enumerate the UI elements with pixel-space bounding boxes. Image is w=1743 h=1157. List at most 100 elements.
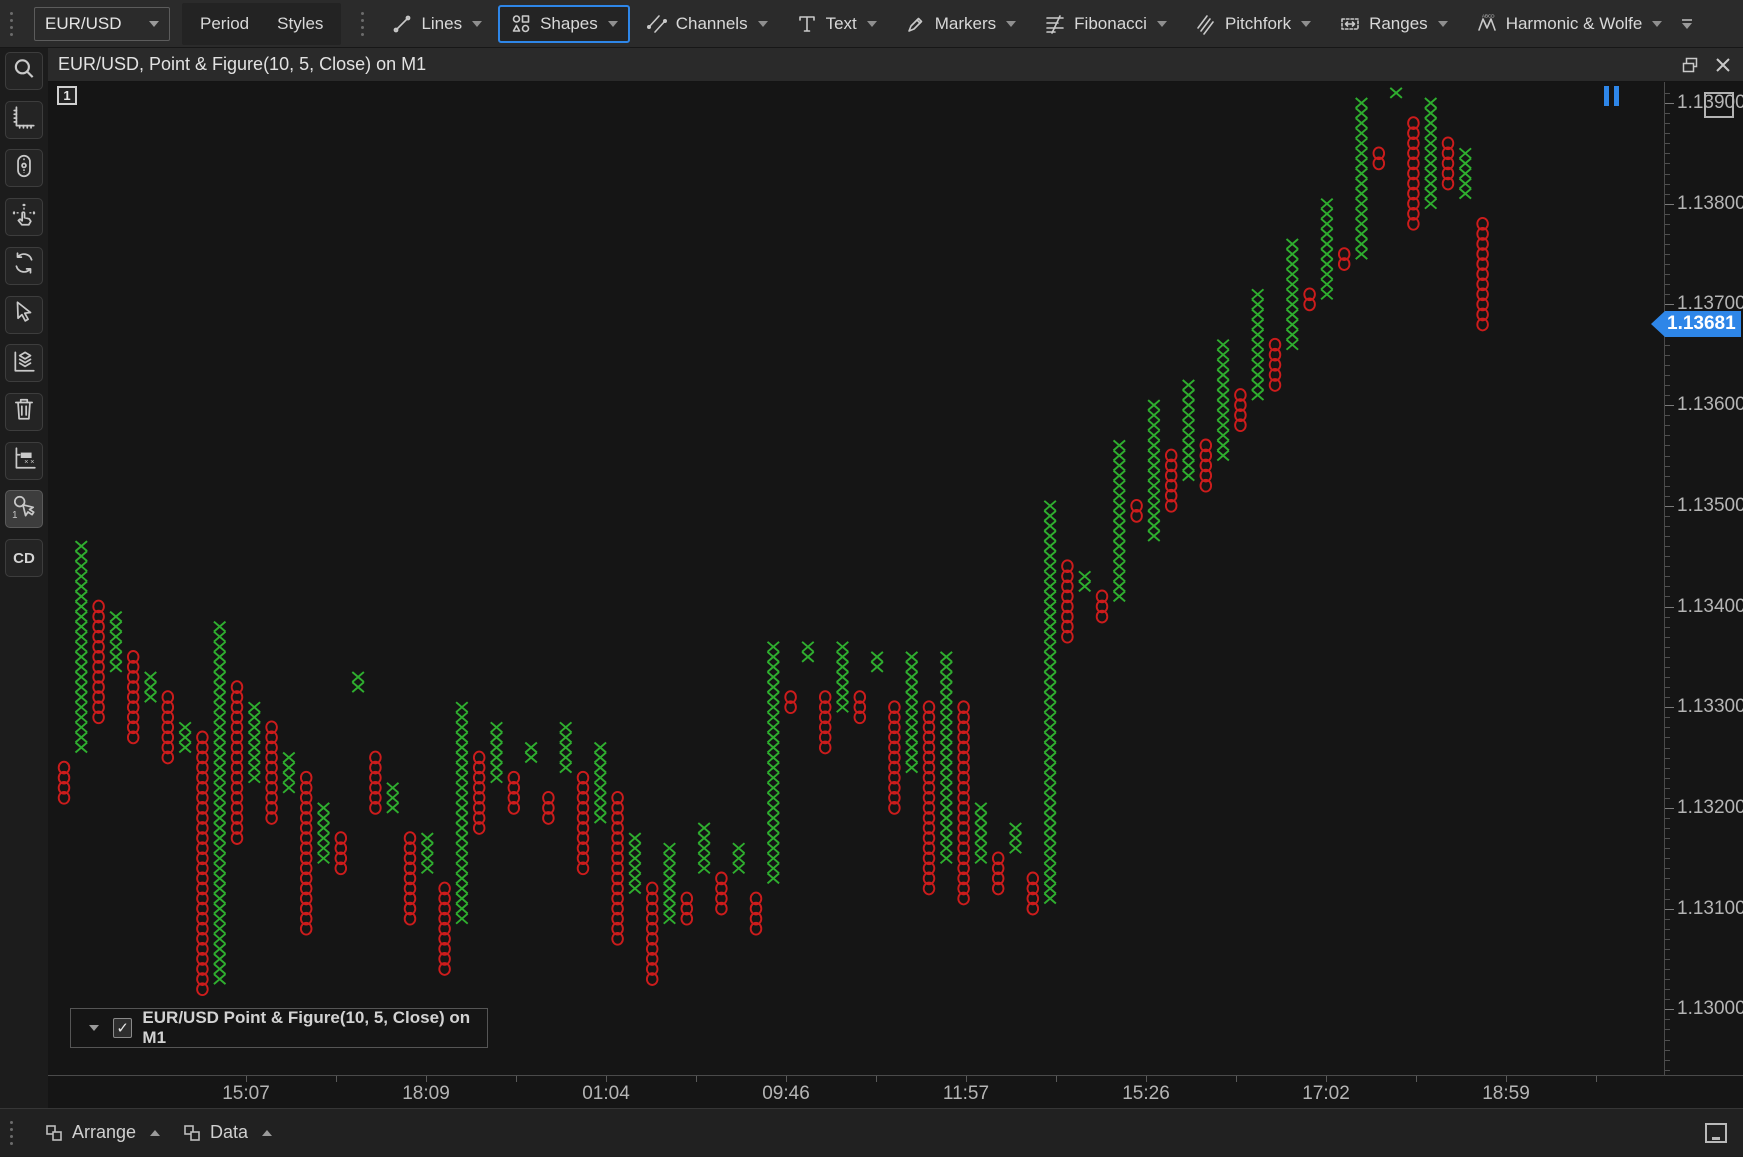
price-tick: [1665, 264, 1670, 266]
pnf-o-columns: [57, 116, 1489, 997]
chevron-down-icon[interactable]: [607, 20, 618, 27]
data-windows-icon: [184, 1124, 200, 1141]
styles-button[interactable]: Styles: [277, 13, 324, 33]
price-tick: [1665, 989, 1670, 991]
price-tick: [1665, 284, 1670, 286]
tool-label: Harmonic & Wolfe: [1505, 13, 1643, 33]
tool-label: Ranges: [1369, 13, 1428, 33]
sidebar-refresh-button[interactable]: [5, 246, 43, 285]
price-tick: [1665, 757, 1670, 759]
legend-collapse-caret[interactable]: [89, 1025, 99, 1031]
period-styles-group: Period Styles: [182, 2, 342, 45]
time-axis-label: 01:04: [582, 1083, 630, 1104]
chevron-down-icon[interactable]: [1006, 20, 1017, 27]
chevron-down-icon[interactable]: [1301, 20, 1312, 27]
price-axis[interactable]: 1.13900 1.13800 1.13700 1.13600 1.13500 1.134…: [1651, 82, 1743, 1075]
data-menu[interactable]: Data: [182, 1122, 273, 1143]
sidebar-layers-button[interactable]: [5, 344, 43, 383]
sidebar-chart-axes-button[interactable]: [5, 100, 43, 139]
chevron-down-icon[interactable]: [1156, 20, 1167, 27]
price-axis-label: 1.13800: [1677, 192, 1743, 214]
tool-label: Pitchfork: [1224, 13, 1292, 33]
tool-harmonic-wolfe[interactable]: ABCD Harmonic & Wolfe: [1464, 5, 1675, 43]
price-tick: [1665, 818, 1670, 819]
toolbar-drag-handle[interactable]: [4, 11, 18, 36]
axis-settings-icon[interactable]: [1704, 92, 1734, 118]
top-toolbar: EUR/USD Period Styles Lines Shapes Channel…: [0, 0, 1743, 48]
tool-markers[interactable]: Markers: [893, 5, 1028, 43]
legend-checkbox[interactable]: ✓: [113, 1018, 133, 1038]
chevron-down-icon[interactable]: [472, 20, 483, 27]
time-tick: [966, 1076, 967, 1082]
chevron-down-icon[interactable]: [757, 20, 768, 27]
sidebar-cursor-select-button[interactable]: [5, 295, 43, 334]
price-tick: [1665, 445, 1670, 447]
sidebar-chart-data-label: CD: [13, 549, 35, 567]
price-tick: [1665, 938, 1670, 940]
close-chart-button[interactable]: [1715, 57, 1731, 73]
price-tick: [1665, 868, 1670, 870]
markers-icon: [905, 13, 927, 35]
time-axis-label: 18:59: [1482, 1083, 1530, 1104]
sidebar-delete-button[interactable]: [5, 392, 43, 431]
price-tick: [1665, 576, 1670, 578]
price-tick: [1665, 113, 1670, 115]
symbol-select[interactable]: EUR/USD: [34, 6, 170, 41]
price-tick: [1665, 858, 1670, 860]
price-tick: [1665, 515, 1670, 517]
tool-shapes[interactable]: Shapes: [498, 4, 630, 43]
sidebar-indicator-labels-button[interactable]: ✕ ✕: [5, 441, 43, 480]
time-tick: [1146, 1076, 1147, 1082]
tools-drag-handle[interactable]: [355, 11, 369, 36]
chart-area[interactable]: 1 ✓ EUR/USD Point & Figure(10, 5, Close)…: [48, 82, 1664, 1075]
price-tick: [1665, 123, 1670, 125]
price-tick: [1665, 1009, 1674, 1011]
restore-window-button[interactable]: [1681, 56, 1699, 74]
chevron-down-icon[interactable]: [1437, 20, 1448, 27]
toolbar-overflow-button[interactable]: [1682, 18, 1693, 29]
price-tick: [1665, 133, 1670, 135]
time-axis-label: 09:46: [762, 1083, 810, 1104]
price-axis-label: 1.13400: [1677, 595, 1743, 617]
price-tick: [1665, 173, 1670, 175]
tool-label: Fibonacci: [1074, 13, 1147, 33]
trash-icon: [11, 396, 37, 427]
tool-pitchfork[interactable]: Pitchfork: [1183, 5, 1323, 43]
current-price-badge[interactable]: 1.13681: [1651, 310, 1741, 337]
tool-channels[interactable]: Channels: [634, 5, 780, 43]
pane-number-badge[interactable]: 1: [57, 86, 77, 105]
chevron-up-icon: [262, 1129, 273, 1136]
time-axis[interactable]: 15:07 18:09 01:04 09:46 11:57 15:26 17:02 18:59: [48, 1075, 1743, 1108]
sidebar-search-button[interactable]: [5, 52, 43, 90]
ranges-icon: [1339, 13, 1361, 35]
price-tick: [1665, 344, 1670, 346]
pnf-chart-canvas[interactable]: [48, 82, 1664, 1075]
time-tick: [1416, 1076, 1417, 1082]
pause-indicator-icon[interactable]: [1604, 86, 1620, 106]
price-tick: [1665, 918, 1670, 920]
dock-panel-icon: [1705, 1123, 1727, 1143]
price-tick: [1665, 495, 1670, 497]
time-tick: [1326, 1076, 1327, 1082]
sidebar-chart-data-button[interactable]: CD: [5, 539, 43, 577]
sidebar-one-click-trading-button[interactable]: 1: [5, 490, 43, 529]
sidebar-scroll-mode-button[interactable]: [5, 149, 43, 188]
tool-fibonacci[interactable]: Fibonacci: [1032, 5, 1179, 43]
time-tick: [1506, 1076, 1507, 1082]
time-tick: [696, 1076, 697, 1082]
price-axis-label: 1.13200: [1677, 796, 1743, 818]
tool-lines[interactable]: Lines: [379, 5, 494, 43]
sidebar-pan-mode-button[interactable]: [5, 198, 43, 237]
chevron-down-icon[interactable]: [1652, 20, 1663, 27]
tool-ranges[interactable]: Ranges: [1327, 5, 1460, 43]
time-tick: [606, 1076, 607, 1082]
price-tick: [1665, 505, 1674, 507]
arrange-menu[interactable]: Arrange: [44, 1122, 161, 1143]
period-button[interactable]: Period: [200, 13, 250, 33]
statusbar-drag-handle[interactable]: [4, 1120, 18, 1145]
layers-icon: [11, 348, 37, 379]
chevron-down-icon[interactable]: [866, 20, 877, 27]
tool-text[interactable]: Text: [784, 5, 889, 43]
price-tick: [1665, 475, 1670, 477]
dock-panel-button[interactable]: [1703, 1109, 1729, 1157]
